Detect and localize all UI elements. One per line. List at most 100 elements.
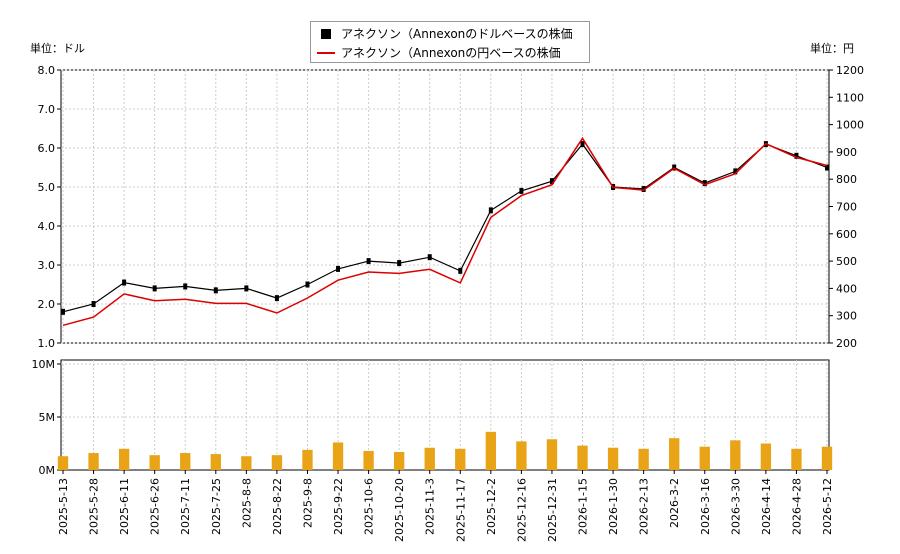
yen-tick-label: 1000 (836, 119, 864, 132)
usd-price-point (427, 254, 432, 261)
volume-bar (57, 456, 69, 470)
yen-tick-label: 900 (836, 146, 857, 159)
x-tick-label: 2025-12-31 (546, 478, 559, 542)
usd-price-point (91, 301, 96, 307)
usd-price-point (794, 152, 799, 159)
yen-tick-label: 600 (836, 228, 857, 241)
price-tick-label: 8.0 (38, 64, 56, 77)
usd-price-point (305, 281, 310, 288)
jpy-price-line (62, 136, 828, 327)
x-tick-label: 2025-8-22 (271, 478, 284, 535)
usd-price-line (62, 143, 828, 313)
legend-square-marker (321, 28, 331, 39)
x-tick-label: 2026-3-30 (729, 478, 742, 535)
usd-price-point (519, 187, 524, 194)
volume-bar (730, 440, 741, 470)
volume-bar (241, 456, 252, 470)
left-unit-label: 単位：ドル (30, 42, 85, 55)
yen-tick-label: 400 (836, 282, 857, 295)
usd-price-point (458, 267, 463, 274)
x-tick-label: 2025-7-11 (179, 478, 192, 535)
volume-bar (271, 455, 283, 470)
volume-bar (760, 443, 772, 470)
usd-price-point (641, 185, 646, 192)
x-tick-label: 2025-9-8 (301, 478, 314, 528)
volume-bar (638, 448, 649, 470)
volume-tick-label: 10M (32, 358, 56, 371)
volume-panel: 0M 5M 10M (32, 358, 833, 477)
price-tick-label: 7.0 (38, 103, 56, 116)
yen-tick-label: 500 (836, 255, 857, 268)
yen-tick-label: 1200 (836, 64, 864, 77)
x-tick-label: 2025-8-8 (240, 478, 253, 528)
legend-line-marker (317, 51, 335, 54)
legend-entry-jpy: アネクソン（Annexonの円ベースの株価 (317, 43, 583, 62)
yen-tick-label: 300 (836, 310, 857, 323)
volume-bar (210, 454, 221, 470)
volume-bar (149, 455, 160, 470)
price-frame (60, 69, 830, 344)
yen-tick-label: 700 (836, 201, 857, 214)
volume-bar (332, 442, 344, 470)
volume-tick-label: 0M (39, 464, 56, 477)
volume-bar (607, 447, 619, 470)
usd-price-point (549, 178, 554, 185)
usd-price-point (183, 283, 188, 290)
x-tick-label: 2026-1-30 (607, 478, 620, 535)
usd-price-point (152, 285, 157, 292)
volume-bar (180, 453, 191, 470)
x-tick-label: 2025-10-6 (363, 478, 376, 535)
x-tick-label: 2025-12-2 (485, 478, 498, 535)
price-panel: 1.0 2.0 3.0 4.0 5.0 6.0 7.0 8.0 200 300 400 500 600 7… (38, 64, 865, 350)
x-tick-label: 2026-3-16 (699, 478, 712, 535)
x-tick-label: 2026-3-2 (668, 478, 681, 528)
x-tick-label: 2025-6-26 (149, 478, 162, 535)
price-tick-label: 4.0 (38, 220, 56, 233)
usd-price-point (122, 279, 127, 286)
usd-price-point (397, 260, 402, 267)
x-tick-label: 2025-12-16 (515, 478, 528, 542)
volume-bar (455, 448, 466, 470)
x-tick-label: 2025-11-17 (454, 478, 467, 542)
volume-bar (393, 451, 405, 470)
right-unit-label: 単位：円 (810, 42, 854, 55)
x-tick-label: 2026-1-15 (577, 478, 590, 535)
volume-bar (577, 445, 588, 470)
volume-tick-label: 5M (39, 411, 56, 424)
legend-entry-usd: アネクソン（Annexonのドルベースの株価 (317, 24, 583, 43)
volume-bar (821, 446, 833, 470)
x-tick-label: 2025-10-20 (393, 478, 406, 542)
usd-price-point (702, 180, 707, 187)
x-tick-label: 2025-5-13 (57, 478, 70, 535)
volume-bar (302, 449, 313, 470)
legend-label-jpy: アネクソン（Annexonの円ベースの株価 (341, 46, 561, 60)
volume-bar (669, 438, 680, 470)
usd-price-point (366, 258, 371, 265)
volume-bar (546, 439, 558, 470)
usd-price-point (488, 207, 493, 214)
volume-frame (60, 359, 830, 471)
usd-price-point (580, 141, 585, 148)
volume-bar (88, 453, 99, 470)
x-tick-label: 2026-4-14 (760, 478, 773, 535)
volume-bar (118, 448, 130, 470)
x-tick-label: 2026-4-28 (790, 478, 803, 535)
usd-price-point (733, 168, 738, 175)
price-tick-label: 6.0 (38, 142, 56, 155)
volume-bar (516, 441, 527, 470)
usd-price-point (244, 285, 249, 292)
usd-price-point (825, 164, 829, 171)
x-tick-label: 2025-9-22 (332, 478, 345, 535)
volume-bar (424, 447, 435, 470)
x-tick-label: 2025-5-28 (88, 478, 101, 535)
usd-price-point (61, 308, 65, 315)
x-tick-label: 2025-7-25 (210, 478, 223, 535)
x-axis: 2025-5-13 2025-5-28 2025-6-11 2025-6-26 2025… (57, 470, 834, 542)
x-tick-label: 2025-6-11 (118, 478, 131, 535)
price-tick-label: 2.0 (38, 298, 56, 311)
yen-tick-label: 800 (836, 173, 857, 186)
price-tick-label: 1.0 (38, 337, 56, 350)
legend: アネクソン（Annexonのドルベースの株価 アネクソン（Annexonの円ベー… (310, 21, 590, 63)
